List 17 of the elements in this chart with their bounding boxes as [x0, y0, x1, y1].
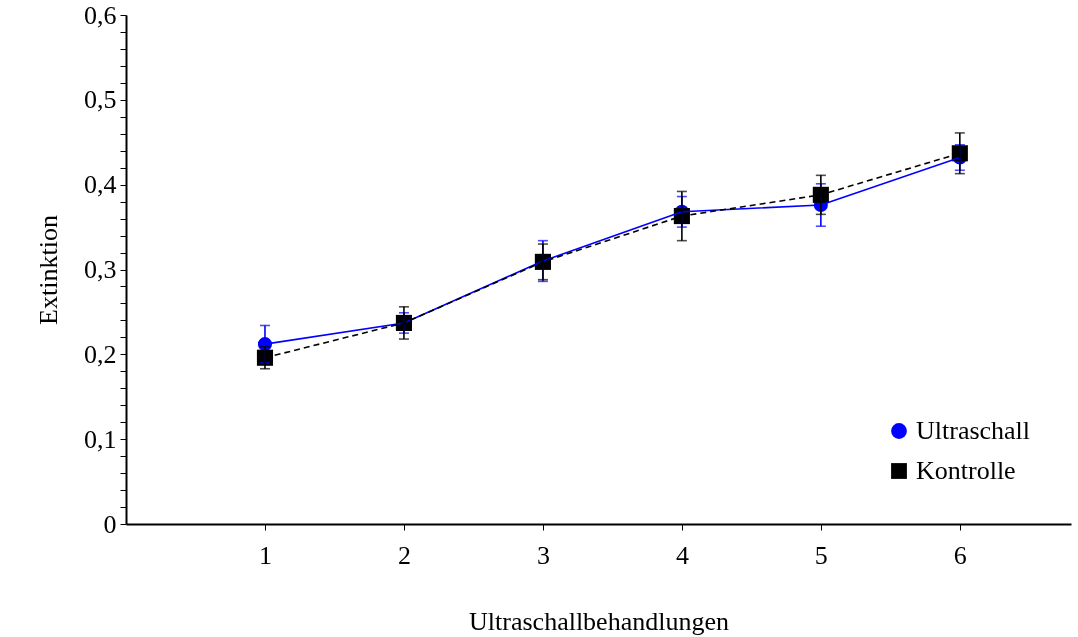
y-tick-label: 0	[103, 509, 117, 539]
y-tick-label: 0,3	[84, 255, 117, 284]
legend-label: Ultraschall	[916, 416, 1031, 445]
y-tick-label: 0,2	[84, 339, 117, 369]
y-tick-label: 0,1	[84, 424, 117, 454]
legend-label: Kontrolle	[916, 456, 1016, 485]
x-tick-label: 3	[536, 540, 550, 570]
x-tick-label: 5	[814, 540, 828, 570]
y-tick-label: 0,4	[84, 170, 117, 200]
x-axis-title: Ultraschallbehandlungen	[469, 606, 729, 636]
x-tick-label: 4	[675, 540, 689, 570]
x-tick-label: 1	[258, 540, 272, 570]
y-tick-label: 0,6	[84, 0, 117, 30]
x-tick-label: 2	[397, 540, 411, 570]
y-axis-title: Extinktion	[34, 215, 63, 325]
x-tick-label: 6	[953, 540, 967, 570]
y-tick-label: 0,5	[84, 85, 117, 115]
